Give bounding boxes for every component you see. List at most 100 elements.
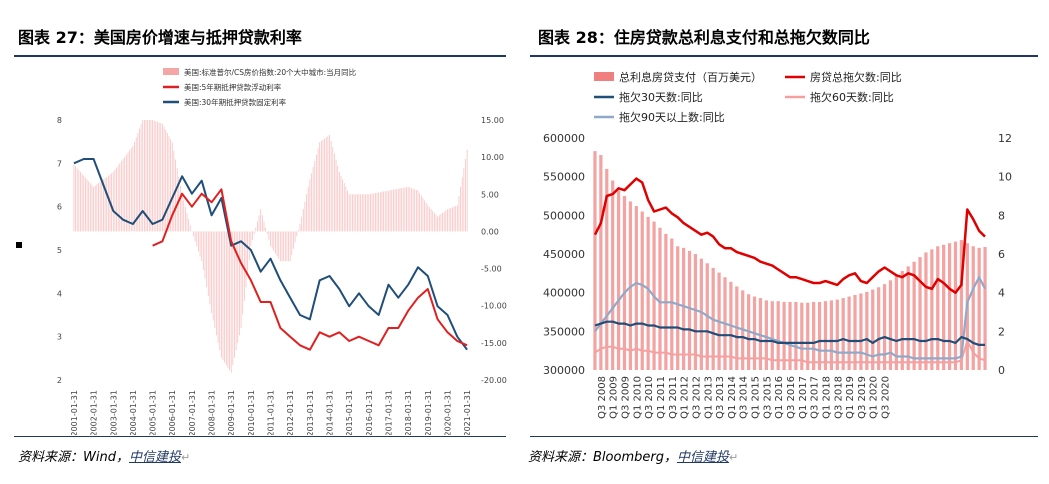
interest-bar	[640, 211, 644, 370]
x-tick: Q1 2010	[632, 376, 643, 419]
x-tick: 2020-01-31	[443, 390, 452, 435]
x-tick: Q3 2018	[833, 376, 844, 419]
y-right-tick: 5.00	[481, 190, 499, 199]
y-right-tick: -10.00	[481, 302, 507, 311]
x-tick: Q1 2009	[609, 376, 620, 419]
legend-label: 美国:5年期抵押贷款浮动利率	[184, 82, 282, 92]
x-tick: 2017-01-31	[384, 390, 393, 435]
x-tick: Q1 2013	[703, 376, 714, 419]
interest-bar	[658, 227, 662, 370]
series-30y-fixed-line	[73, 158, 468, 351]
x-tick: Q1 2014	[727, 376, 738, 419]
x-tick: Q3 2016	[786, 376, 797, 419]
x-tick: 2005-01-31	[149, 390, 158, 435]
y-right-tick: 2	[998, 325, 1005, 338]
interest-bar	[853, 294, 857, 370]
x-tick: 2001-01-31	[70, 390, 79, 435]
interest-bar	[953, 241, 958, 370]
interest-bar	[947, 243, 952, 370]
x-tick: Q3 2015	[762, 376, 773, 419]
y-right-tick: -5.00	[481, 265, 502, 274]
left-source-rule	[14, 436, 506, 437]
bullet-marker	[16, 242, 22, 248]
interest-bar	[800, 302, 804, 370]
left-chart-title: 图表 27：美国房价增速与抵押贷款利率	[18, 28, 302, 47]
interest-bar	[912, 261, 916, 370]
series-d60-line	[594, 340, 986, 364]
x-tick: Q3 2009	[621, 376, 632, 419]
interest-bar	[942, 244, 946, 370]
y-right-tick: 6	[998, 248, 1005, 261]
y-right-tick: -15.00	[481, 339, 507, 348]
interest-bar	[847, 296, 851, 370]
right-source-brand[interactable]: 中信建投	[676, 450, 729, 465]
series-total-line	[593, 177, 986, 294]
x-tick: 2013-01-31	[306, 390, 315, 435]
y-right-tick: -20.00	[481, 376, 507, 385]
x-tick: 2007-01-31	[188, 390, 197, 435]
interest-bar	[983, 247, 987, 370]
y-right-tick: 10.00	[481, 153, 504, 162]
x-tick: 2021-01-31	[463, 390, 472, 435]
series-d90-line	[594, 276, 986, 360]
x-tick: 2019-01-31	[424, 390, 433, 435]
x-tick: 2003-01-31	[109, 390, 118, 435]
interest-bar	[829, 300, 833, 370]
right-chart-title: 图表 28：住房贷款总利息支付和总拖欠数同比	[538, 28, 870, 47]
x-tick: Q3 2014	[739, 376, 750, 419]
y-left-tick: 600000	[543, 132, 585, 145]
series-d30-line	[594, 320, 985, 346]
right-source-label: 资料来源：Bloomberg，	[528, 450, 677, 465]
y-right-tick: 15.00	[481, 116, 504, 125]
interest-bar	[776, 301, 780, 370]
left-source-brand[interactable]: 中信建投	[128, 450, 181, 465]
interest-bar	[900, 271, 904, 370]
interest-bar	[616, 190, 621, 370]
interest-bar	[758, 298, 763, 370]
left-chart: 美国:标准普尔/CS房价指数:20个大中城市:当月同比美国:5年期抵押贷款浮动利…	[57, 67, 507, 435]
interest-bar	[924, 252, 928, 370]
legend-swatch	[163, 68, 179, 75]
interest-bar	[681, 247, 686, 370]
x-tick: Q1 2015	[751, 376, 762, 419]
right-source: 资料来源：Bloomberg，中信建投↵	[528, 450, 739, 465]
legend-swatch	[594, 72, 614, 81]
x-tick: 2016-01-31	[365, 390, 374, 435]
interest-bar	[888, 280, 893, 370]
interest-bar	[676, 246, 680, 370]
interest-bar	[634, 206, 638, 370]
x-tick: Q3 2017	[810, 376, 821, 419]
interest-bar	[906, 266, 910, 370]
y-right-tick: 4	[998, 287, 1005, 300]
y-left-tick: 7	[57, 159, 62, 168]
legend-label: 房贷总拖欠数:同比	[810, 70, 902, 84]
x-tick: Q3 2013	[715, 376, 726, 419]
x-tick: Q3 2012	[691, 376, 702, 419]
x-tick: Q1 2019	[845, 376, 856, 419]
interest-bar	[971, 246, 975, 370]
y-left-tick: 5	[57, 246, 62, 255]
x-tick: 2006-01-31	[168, 390, 177, 435]
interest-bar	[871, 289, 875, 370]
interest-bar	[882, 284, 887, 370]
x-tick: 2010-01-31	[247, 390, 256, 435]
left-title-rule	[14, 55, 506, 57]
interest-bar	[977, 247, 981, 370]
interest-bar	[918, 257, 922, 370]
right-source-rule	[530, 436, 1038, 437]
interest-bar	[593, 151, 597, 370]
y-left-tick: 300000	[543, 364, 585, 377]
series-5y-arm-line	[152, 188, 468, 351]
interest-bar	[670, 238, 674, 370]
y-left-tick: 350000	[543, 325, 585, 338]
x-tick: Q1 2016	[774, 376, 785, 419]
x-tick: 2014-01-31	[326, 390, 335, 435]
x-tick: 2011-01-31	[267, 390, 276, 435]
interest-bar	[841, 298, 845, 370]
y-left-tick: 550000	[543, 171, 585, 184]
x-tick: 2004-01-31	[129, 390, 138, 435]
legend-label: 拖欠30天数:同比	[619, 90, 703, 104]
x-tick: Q3 2010	[644, 376, 655, 419]
interest-bar	[794, 301, 798, 370]
y-left-tick: 450000	[543, 248, 585, 261]
